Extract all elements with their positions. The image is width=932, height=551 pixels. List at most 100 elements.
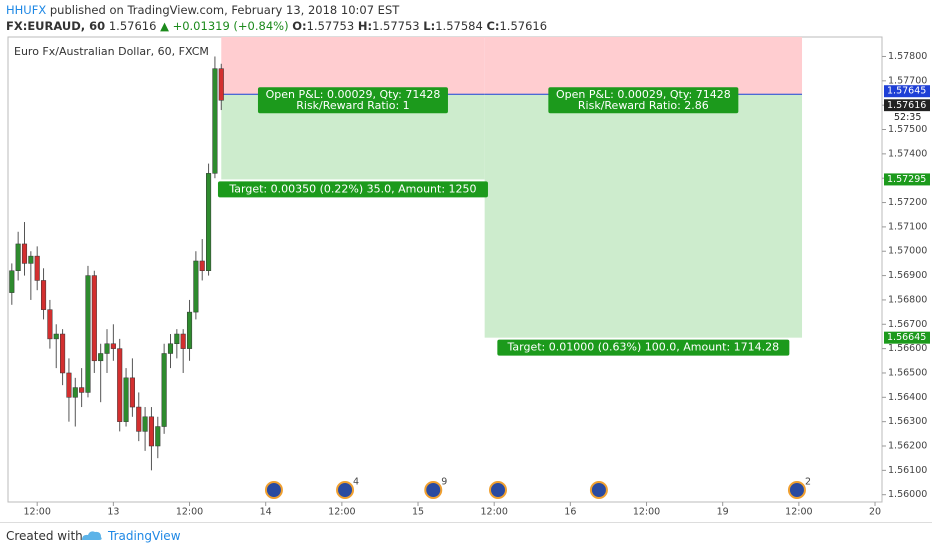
y-tick-label: 1.56900 (888, 270, 927, 281)
candle-body (79, 387, 85, 393)
ohlc-value: 1.57753 (372, 19, 420, 33)
pnl-box (548, 87, 739, 114)
ohlc-label: H: (357, 19, 373, 33)
candle-body (186, 311, 193, 349)
quote-line: FX:EURAUD, 60 1.57616 ▲ +0.01319 (+0.84%… (6, 19, 548, 33)
candle-body (9, 270, 15, 293)
y-tick-label: 1.56100 (888, 465, 927, 476)
target-zone (484, 94, 803, 338)
candle-body (180, 333, 186, 349)
pnl-label: Open P&L: 0.00029, Qty: 71428 (266, 88, 441, 101)
ratio-label: Risk/Reward Ratio: 2.86 (578, 99, 709, 112)
brand[interactable]: TradingView (108, 529, 181, 543)
ohlc-value: 1.57616 (499, 19, 548, 33)
event-count: 4 (353, 477, 359, 488)
candle-body (60, 333, 66, 374)
x-tick-label: 20 (869, 507, 881, 518)
target-label: Target: 0.00350 (0.22%) 35.0, Amount: 12… (228, 182, 476, 195)
publisher[interactable]: HHUFX (6, 3, 47, 17)
chart: Euro Fx/Australian Dollar, 60, FXCM 1.56… (7, 36, 930, 518)
x-tick-label: 12:00 (328, 507, 355, 518)
y-tick-label: 1.56500 (888, 367, 927, 378)
price-marker (884, 99, 930, 112)
y-tick-label: 1.57000 (888, 246, 927, 257)
created-with: Created with (6, 529, 83, 543)
header: HHUFX published on TradingView.com, Febr… (6, 2, 547, 34)
candle-body (53, 333, 59, 340)
stop-zone (221, 37, 485, 95)
event-count: 2 (805, 477, 811, 488)
x-tick-label: 12:00 (480, 507, 507, 518)
published: published on TradingView.com, February 1… (49, 3, 400, 17)
logo (82, 531, 102, 540)
price-marker (884, 173, 930, 186)
price-marker-label: 1.56645 (887, 332, 926, 343)
change: +0.01319 (+0.84%) (172, 19, 289, 33)
y-tick-label: 1.57500 (888, 124, 927, 135)
ohlc-value: 1.57584 (435, 19, 483, 33)
ohlc-label: O: (292, 19, 307, 33)
candle-body (206, 173, 212, 271)
ohlc-label: C: (486, 19, 500, 33)
candle-body (148, 416, 154, 447)
ratio-label: Risk/Reward Ratio: 1 (296, 99, 409, 112)
y-tick-label: 1.57400 (888, 148, 927, 159)
price-marker-label: 1.57616 (887, 100, 926, 111)
pnl-box (257, 87, 448, 114)
y-tick-label: 1.57800 (888, 51, 927, 62)
candle-body (66, 372, 72, 398)
candle-body (142, 416, 148, 432)
candle-body (21, 243, 28, 264)
stop-zone (484, 37, 803, 95)
candle-body (72, 387, 78, 398)
x-tick-label: 12:00 (24, 507, 51, 518)
x-tick-label: 13 (107, 507, 119, 518)
target-box (217, 181, 488, 198)
candle-body (161, 353, 167, 427)
y-tick-label: 1.57200 (888, 197, 927, 208)
y-tick-label: 1.56400 (888, 392, 927, 403)
event-icon (336, 481, 355, 499)
last: 1.57616 (108, 19, 157, 33)
candle-body (174, 333, 180, 345)
event-icon (589, 481, 608, 499)
target-label: Target: 0.01000 (0.63%) 100.0, Amount: 1… (507, 341, 780, 354)
x-tick-label: 12:00 (633, 507, 660, 518)
y-tick-label: 1.57700 (888, 75, 927, 86)
candle-body (91, 275, 97, 362)
candle-body (136, 406, 142, 432)
candle-body (28, 255, 34, 264)
candle-body (15, 243, 21, 271)
x-tick-label: 15 (412, 507, 424, 518)
event-icon (424, 481, 443, 499)
footer: Created with TradingView (0, 522, 932, 551)
y-tick-label: 1.56700 (888, 319, 927, 330)
event-icon (488, 481, 507, 499)
x-tick-label: 14 (260, 507, 272, 518)
publish-line: HHUFX published on TradingView.com, Febr… (6, 2, 547, 18)
y-tick-label: 1.56300 (888, 416, 927, 427)
event-count: 9 (441, 477, 447, 488)
ohlc-label: L: (423, 19, 436, 33)
price-marker-label: 1.57295 (887, 174, 926, 185)
countdown: 52:35 (894, 112, 921, 123)
candle-body (212, 68, 218, 174)
target-box (497, 339, 790, 356)
symbol: FX:EURAUD, 60 (6, 19, 106, 33)
event-icon (787, 481, 806, 499)
candle-body (129, 377, 135, 408)
price-marker (884, 331, 930, 344)
y-tick-label: 1.56000 (888, 489, 927, 500)
candle-body (47, 309, 53, 340)
x-tick-label: 12:00 (176, 507, 203, 518)
chart-title: Euro Fx/Australian Dollar, 60, FXCM (14, 45, 209, 58)
candle-body (85, 275, 91, 393)
plot-area (9, 37, 803, 471)
price-marker (884, 85, 930, 98)
x-tick-label: 19 (717, 507, 729, 518)
candle-body (218, 68, 224, 101)
x-tick-label: 12:00 (785, 507, 812, 518)
candle-body (104, 343, 110, 354)
ohlc-value: 1.57753 (306, 19, 355, 33)
